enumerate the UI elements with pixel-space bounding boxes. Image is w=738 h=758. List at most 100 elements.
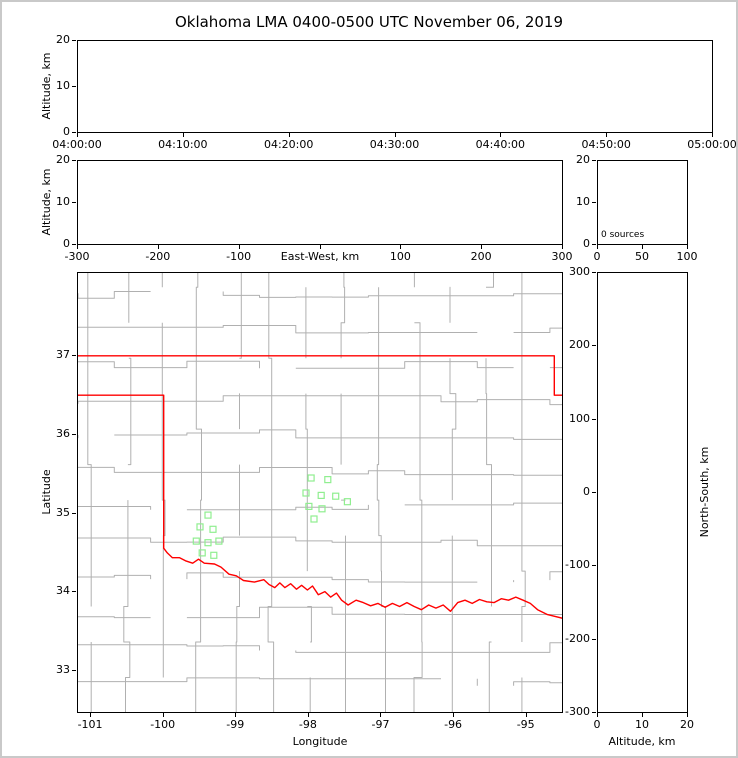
tick-mark (453, 713, 454, 717)
lma-station-marker (210, 551, 218, 559)
tick-mark (592, 419, 596, 420)
sources-count-annotation: 0 sources (601, 230, 645, 240)
tick-mark (158, 245, 159, 249)
tick-mark (592, 345, 596, 346)
x-tick-label: 04:20:00 (263, 138, 314, 151)
x-tick-label: -100 (150, 718, 176, 731)
lma-station-marker (209, 525, 217, 533)
x-tick-label: 04:10:00 (158, 138, 208, 151)
tick-mark (400, 245, 401, 249)
y-tick-label: -300 (565, 705, 590, 718)
lma-station-marker (318, 505, 326, 513)
y-tick-label: -100 (565, 558, 590, 572)
chart-title: Oklahoma LMA 0400-0500 UTC November 06, … (174, 13, 564, 31)
tick-mark (592, 639, 596, 640)
lma-station-marker (317, 491, 325, 499)
tick-mark (72, 513, 76, 514)
y-tick-label: 0 (63, 125, 70, 138)
tick-mark (72, 132, 76, 133)
x-tick-label: 04:40:00 (475, 138, 526, 151)
tick-mark (592, 160, 596, 161)
tick-mark (72, 202, 76, 203)
county-boundaries (78, 273, 562, 712)
x-tick-label: 100 (389, 250, 411, 263)
tick-mark (380, 713, 381, 717)
state-border (78, 394, 562, 619)
y-tick-label: 20 (56, 33, 70, 46)
y-tick-label: 37 (56, 347, 70, 361)
tick-mark (90, 713, 91, 717)
x-tick-label: -99 (226, 718, 245, 731)
tick-mark (687, 245, 688, 249)
tick-mark (395, 133, 396, 137)
x-tick-label: 200 (470, 250, 492, 263)
y-tick-label: 20 (56, 153, 70, 166)
x-tick-label: -97 (371, 718, 390, 731)
tick-mark (235, 713, 236, 717)
lma-station-marker (305, 502, 313, 510)
lma-station-marker (204, 539, 212, 547)
x-tick-label: 50 (635, 250, 649, 263)
tick-mark (72, 40, 76, 41)
tick-mark (320, 245, 321, 249)
tick-mark (72, 86, 76, 87)
x-tick-label: -95 (516, 718, 535, 731)
y-tick-label: 33 (56, 663, 70, 677)
x-tick-label: -100 (226, 250, 252, 263)
y-tick-label: 20 (576, 153, 590, 166)
altitude-histogram-panel (597, 160, 688, 245)
y-tick-label: 10 (56, 79, 70, 92)
lma-station-marker (324, 476, 332, 484)
state-border (78, 355, 562, 396)
lma-station-marker (196, 523, 204, 531)
tick-mark (592, 565, 596, 566)
tick-mark (592, 712, 596, 713)
y-tick-label: 0 (583, 485, 590, 498)
x-tick-label: 04:50:00 (581, 138, 631, 151)
x-tick-label: -96 (444, 718, 463, 731)
lma-station-marker (302, 489, 310, 497)
time-height-panel (77, 40, 713, 133)
lma-station-marker (215, 537, 223, 545)
tick-mark (72, 434, 76, 435)
tick-mark (597, 713, 598, 717)
x-tick-label: 0 (593, 250, 601, 263)
tick-mark (642, 245, 643, 249)
x-tick-label: 04:00:00 (52, 138, 102, 151)
tick-mark (308, 713, 309, 717)
tick-mark (526, 713, 527, 717)
tick-mark (481, 245, 482, 249)
x-tick-label: 10 (635, 718, 649, 731)
y-tick-label: -200 (565, 631, 590, 645)
east-west-height-panel (77, 160, 563, 245)
tick-mark (562, 245, 563, 249)
tick-mark (289, 133, 290, 137)
x-tick-label: -200 (145, 250, 171, 263)
x-axis-label-east-west: East-West, km (280, 250, 360, 263)
y-tick-label: 35 (56, 505, 70, 519)
tick-mark (239, 245, 240, 249)
x-tick-label: 05:00:00 (687, 138, 737, 151)
tick-mark (72, 670, 76, 671)
y-tick-label: 34 (56, 584, 70, 598)
y-axis-label-north-south: North-South, km (698, 446, 711, 538)
x-tick-label: 100 (676, 250, 698, 263)
x-tick-label: 04:30:00 (369, 138, 420, 151)
x-tick-label: 300 (551, 250, 573, 263)
tick-mark (163, 713, 164, 717)
tick-mark (592, 492, 596, 493)
tick-mark (592, 272, 596, 273)
tick-mark (72, 591, 76, 592)
x-tick-label: 20 (680, 718, 694, 731)
lma-station-marker (343, 498, 351, 506)
tick-mark (712, 133, 713, 137)
lma-station-marker (332, 492, 340, 500)
tick-mark (592, 202, 596, 203)
lma-station-marker (198, 549, 206, 557)
north-south-height-panel (597, 272, 688, 713)
tick-mark (72, 355, 76, 356)
tick-mark (597, 245, 598, 249)
x-axis-label-altitude-bottom: Altitude, km (608, 735, 676, 748)
y-tick-label: 100 (569, 411, 590, 425)
